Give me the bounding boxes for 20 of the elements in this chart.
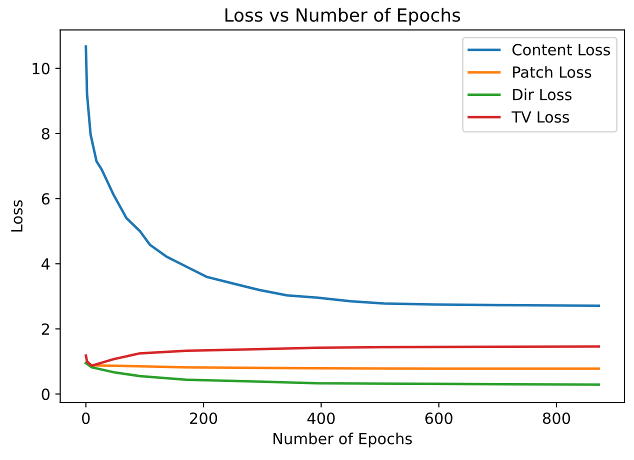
chart-title: Loss vs Number of Epochs: [225, 8, 460, 26]
x-tick-label: 600: [425, 412, 452, 424]
y-axis-title: Loss: [11, 200, 23, 232]
y-tick-label: 0: [42, 388, 50, 400]
legend-label: TV Loss: [512, 111, 570, 123]
legend-label: Patch Loss: [513, 66, 592, 78]
legend-label: Dir Loss: [513, 88, 572, 100]
x-tick-label: 0: [82, 412, 90, 424]
line-series: [84, 345, 600, 367]
y-tick-label: 4: [42, 258, 50, 270]
x-tick-label: 800: [542, 412, 570, 424]
legend-label: Content Loss: [512, 44, 610, 56]
x-tick-label: 200: [190, 412, 218, 424]
y-tick-label: 2: [42, 323, 49, 335]
x-tick-label: 400: [307, 412, 335, 424]
line-series: [84, 362, 600, 386]
y-tick-label: 8: [42, 128, 50, 140]
y-tick-label: 10: [32, 62, 50, 74]
y-tick-label: 6: [42, 193, 50, 205]
x-axis-title: Number of Epochs: [274, 432, 412, 448]
